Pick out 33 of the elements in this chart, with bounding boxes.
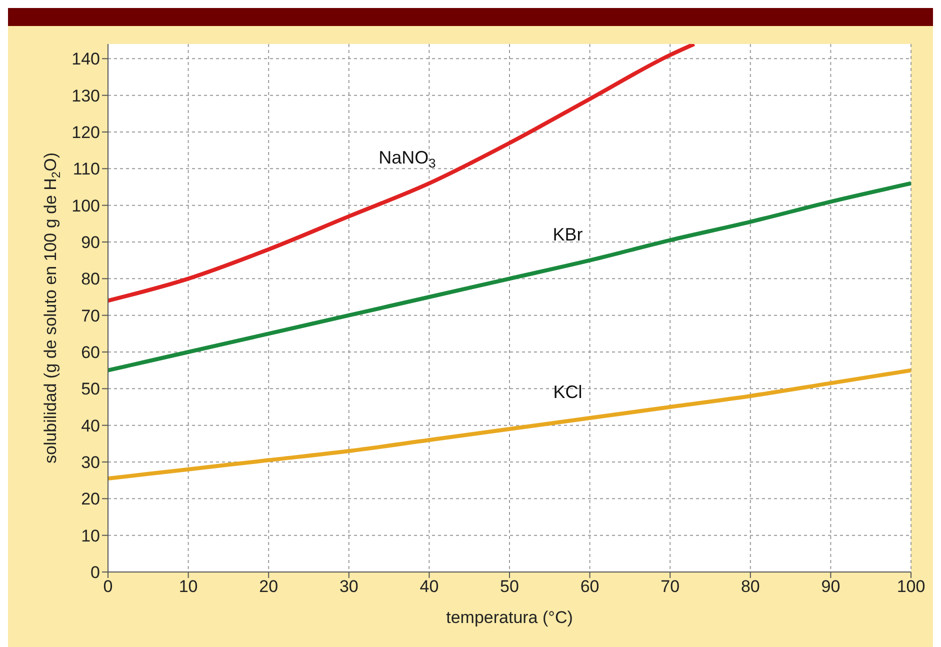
- x-tick-label: 90: [821, 577, 840, 596]
- series-label: KCl: [553, 382, 582, 402]
- x-tick-label: 100: [896, 577, 926, 596]
- x-tick-label: 60: [580, 577, 600, 596]
- x-tick-label: 70: [660, 577, 680, 596]
- y-tick-label: 40: [81, 416, 100, 436]
- x-tick-label: 80: [740, 577, 760, 596]
- x-tick-label: 30: [339, 577, 358, 596]
- y-tick-label: 30: [81, 453, 100, 472]
- y-tick-label: 110: [72, 160, 100, 179]
- x-tick-label: 0: [103, 577, 113, 596]
- y-tick-label: 140: [72, 50, 100, 69]
- y-tick-label: 120: [72, 123, 100, 142]
- x-tick-label: 50: [500, 577, 519, 596]
- y-tick-label: 10: [81, 526, 100, 546]
- y-tick-label: 130: [72, 86, 100, 106]
- line-series: [108, 44, 696, 303]
- series-label: KBr: [552, 224, 583, 244]
- line-series: [108, 368, 911, 480]
- x-tick-label: 10: [178, 577, 198, 596]
- y-tick-label: 80: [81, 270, 100, 289]
- y-tick-label: 60: [81, 343, 100, 362]
- y-tick-label: 50: [81, 380, 100, 399]
- x-tick-label: 40: [420, 577, 439, 596]
- y-tick-label: 100: [72, 196, 100, 216]
- y-tick-label: 70: [81, 306, 100, 326]
- y-tick-label: 20: [81, 490, 100, 509]
- x-axis-title: temperatura (°C): [446, 608, 573, 627]
- y-tick-label: 0: [90, 563, 100, 582]
- line-series: [108, 181, 911, 372]
- x-tick-label: 20: [259, 577, 278, 596]
- y-tick-label: 90: [81, 233, 100, 252]
- series-label: NaNO$_{3}$: [378, 147, 436, 170]
